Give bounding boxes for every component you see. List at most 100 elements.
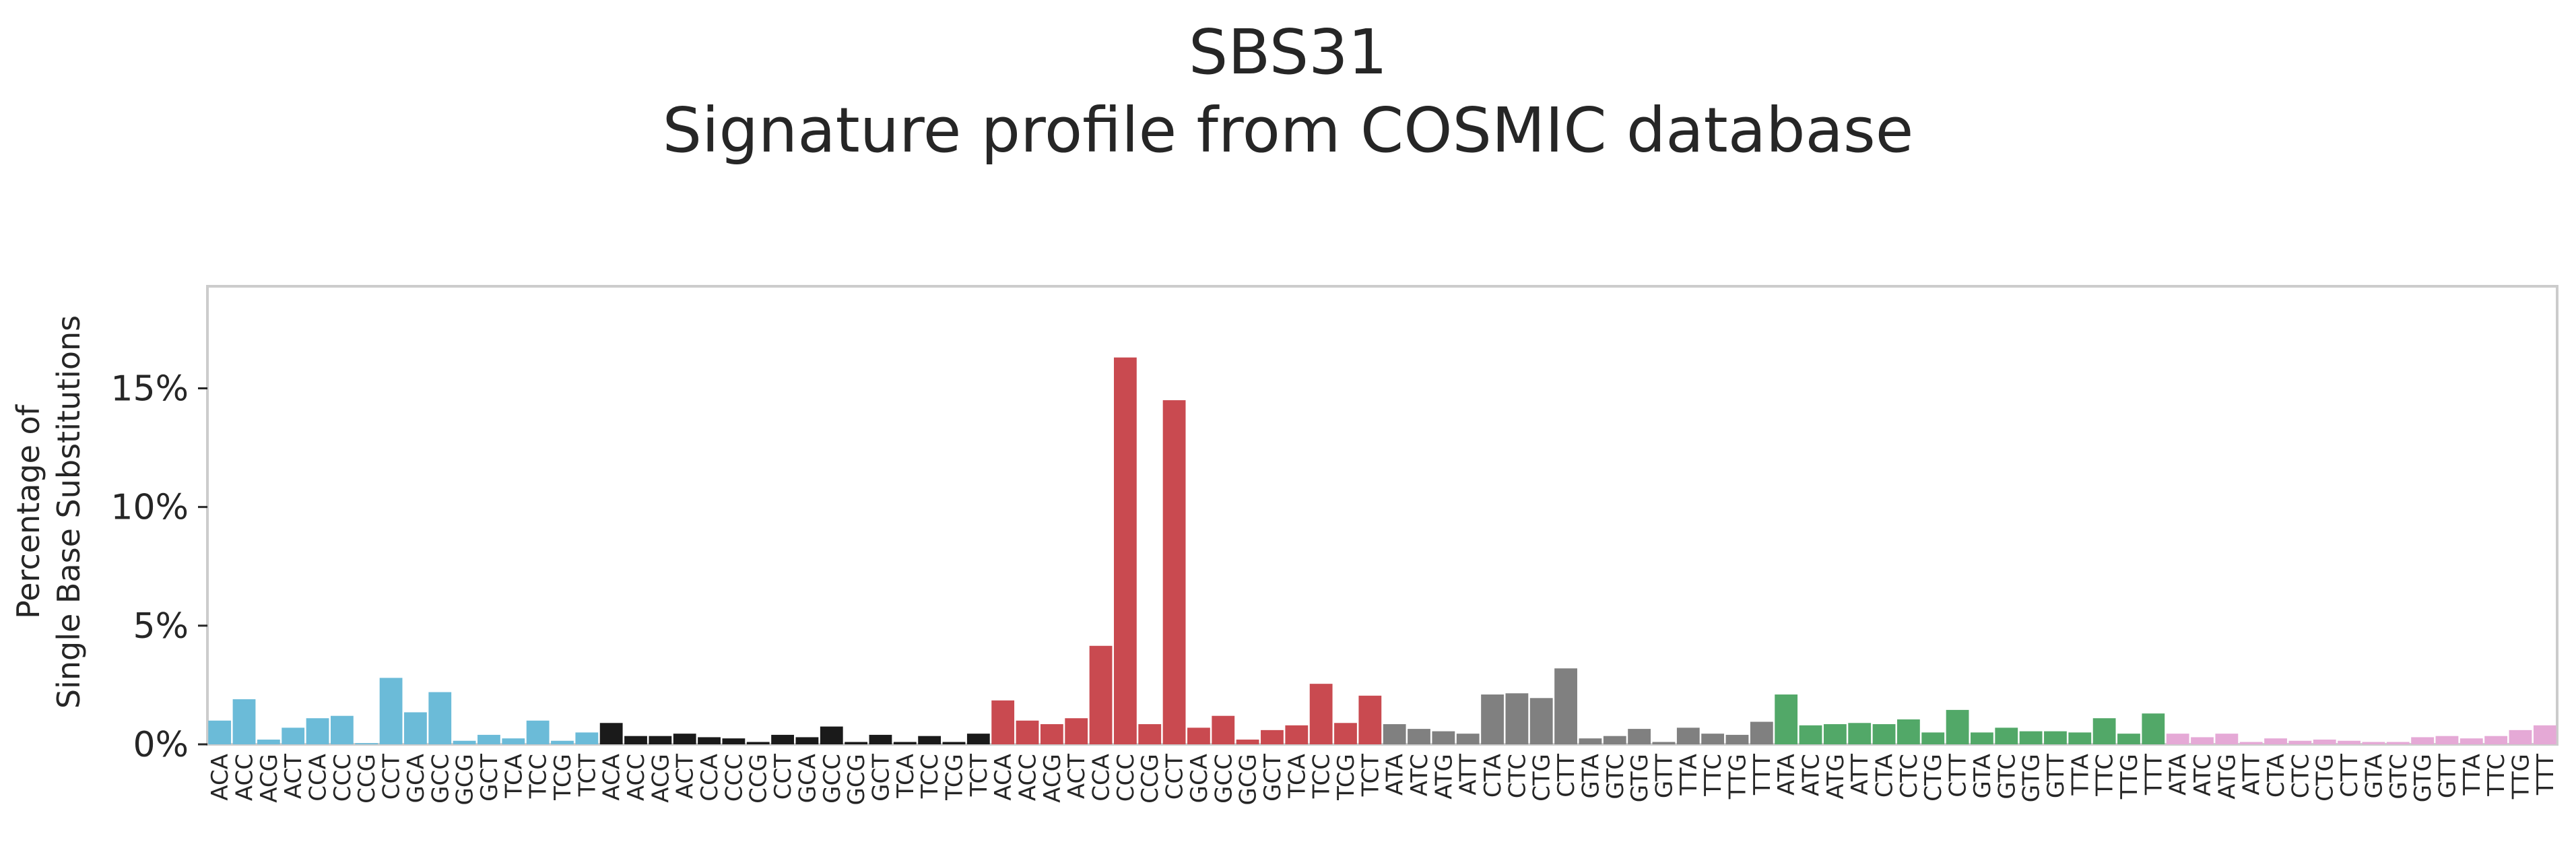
x-tick-label-13: TCC [525,754,552,799]
bar-48 [1383,724,1406,744]
plot-frame-layer [206,285,2558,746]
x-tick-label-39: CCT [1162,754,1189,800]
bar-3 [282,727,305,744]
x-tick-label-27: GCT [867,754,894,802]
bar-38 [1138,724,1162,744]
y-ticks-layer: 0% 5% 10% 15% [110,369,207,765]
x-tick-label-51: ATT [1455,754,1482,796]
x-tick-label-78: TTG [2116,754,2143,800]
bar-64 [1775,694,1798,744]
x-tick-label-91: GTT [2434,754,2461,798]
x-tick-label-15: TCT [574,754,601,798]
bar-90 [2411,737,2435,744]
bar-47 [1358,695,1382,744]
x-tick-label-22: CCG [746,754,772,804]
x-tick-label-21: CCC [721,754,748,802]
bar-35 [1065,718,1088,744]
bar-87 [2338,740,2360,744]
x-tick-label-81: ATC [2189,754,2216,796]
bar-73 [1995,727,2018,744]
bar-42 [1236,739,1259,744]
x-tick-label-26: GCG [843,754,870,805]
x-tick-label-17: ACC [623,754,650,801]
bar-28 [893,742,917,744]
bar-60 [1676,727,1700,744]
x-tick-label-30: TCG [941,754,968,801]
x-tick-label-14: TCG [550,754,576,801]
bar-45 [1309,684,1333,744]
bar-89 [2386,742,2410,744]
bar-76 [2068,732,2092,744]
y-axis-label-line2: Single Base Substitutions [51,315,87,709]
bar-10 [453,740,476,744]
x-tick-label-62: TTG [1724,754,1751,800]
x-tick-label-76: TTA [2067,754,2094,796]
bar-86 [2313,739,2336,744]
bar-43 [1261,730,1284,744]
bar-7 [379,678,403,744]
x-tick-label-67: ATT [1847,754,1874,796]
x-tick-label-34: ACG [1039,754,1066,803]
x-tick-label-37: CCC [1113,754,1140,802]
x-tick-label-71: CTT [1945,754,1972,798]
x-tick-label-53: CTC [1504,754,1531,798]
x-tick-label-24: GCA [794,754,821,803]
bar-16 [599,723,623,744]
x-tick-label-8: GCA [403,754,430,803]
x-tick-label-18: ACG [647,754,674,803]
x-tick-label-50: ATG [1430,754,1457,800]
x-tick-label-3: ACT [280,754,307,799]
plot-frame [206,285,2558,746]
bar-91 [2435,736,2459,744]
x-tick-label-60: TTA [1676,754,1703,796]
x-tick-label-2: ACG [256,754,283,803]
bar-79 [2142,713,2165,744]
x-tick-label-56: GTA [1577,754,1604,799]
bar-46 [1334,723,1357,744]
bar-81 [2191,737,2214,744]
bar-4 [306,718,329,744]
x-tick-label-23: CCT [770,754,797,800]
x-tick-label-77: TTC [2092,754,2119,797]
bar-52 [1481,694,1504,744]
bar-12 [502,738,525,744]
x-tick-label-85: CTC [2287,754,2314,798]
bar-84 [2264,738,2287,744]
bar-57 [1603,736,1626,744]
x-tick-label-20: CCA [696,754,723,802]
bar-41 [1212,715,1235,744]
x-tick-label-69: CTC [1896,754,1923,798]
bar-75 [2044,731,2067,744]
bar-24 [795,737,819,744]
x-tick-label-90: GTG [2410,754,2437,802]
x-tick-label-29: TCC [917,754,944,799]
x-tick-label-1: ACC [232,754,259,801]
bar-37 [1113,357,1137,744]
x-tick-label-46: TCG [1333,754,1360,801]
x-tick-label-75: GTT [2043,754,2070,798]
x-tick-label-93: TTC [2483,754,2510,797]
x-tick-label-31: TCT [966,754,993,798]
bar-77 [2092,718,2116,744]
x-tick-label-49: ATC [1406,754,1433,796]
x-tick-label-65: ATC [1798,754,1825,796]
bar-82 [2215,734,2239,744]
x-tick-label-74: GTG [2018,754,2045,802]
bar-34 [1040,724,1063,744]
bar-8 [404,712,427,744]
x-tick-label-52: CTA [1480,754,1507,798]
bar-72 [1971,732,1993,744]
x-tick-label-11: GCT [476,754,503,802]
bar-31 [966,734,990,744]
bar-51 [1456,734,1480,744]
bar-21 [722,738,746,744]
bar-25 [820,726,843,744]
bar-50 [1432,731,1455,744]
x-tick-label-68: CTA [1872,754,1898,798]
x-tick-label-43: GCT [1259,754,1286,802]
y-tick-label-2: 10% [110,488,189,528]
bar-88 [2362,742,2385,744]
bar-18 [649,736,672,744]
bar-63 [1750,721,1773,744]
